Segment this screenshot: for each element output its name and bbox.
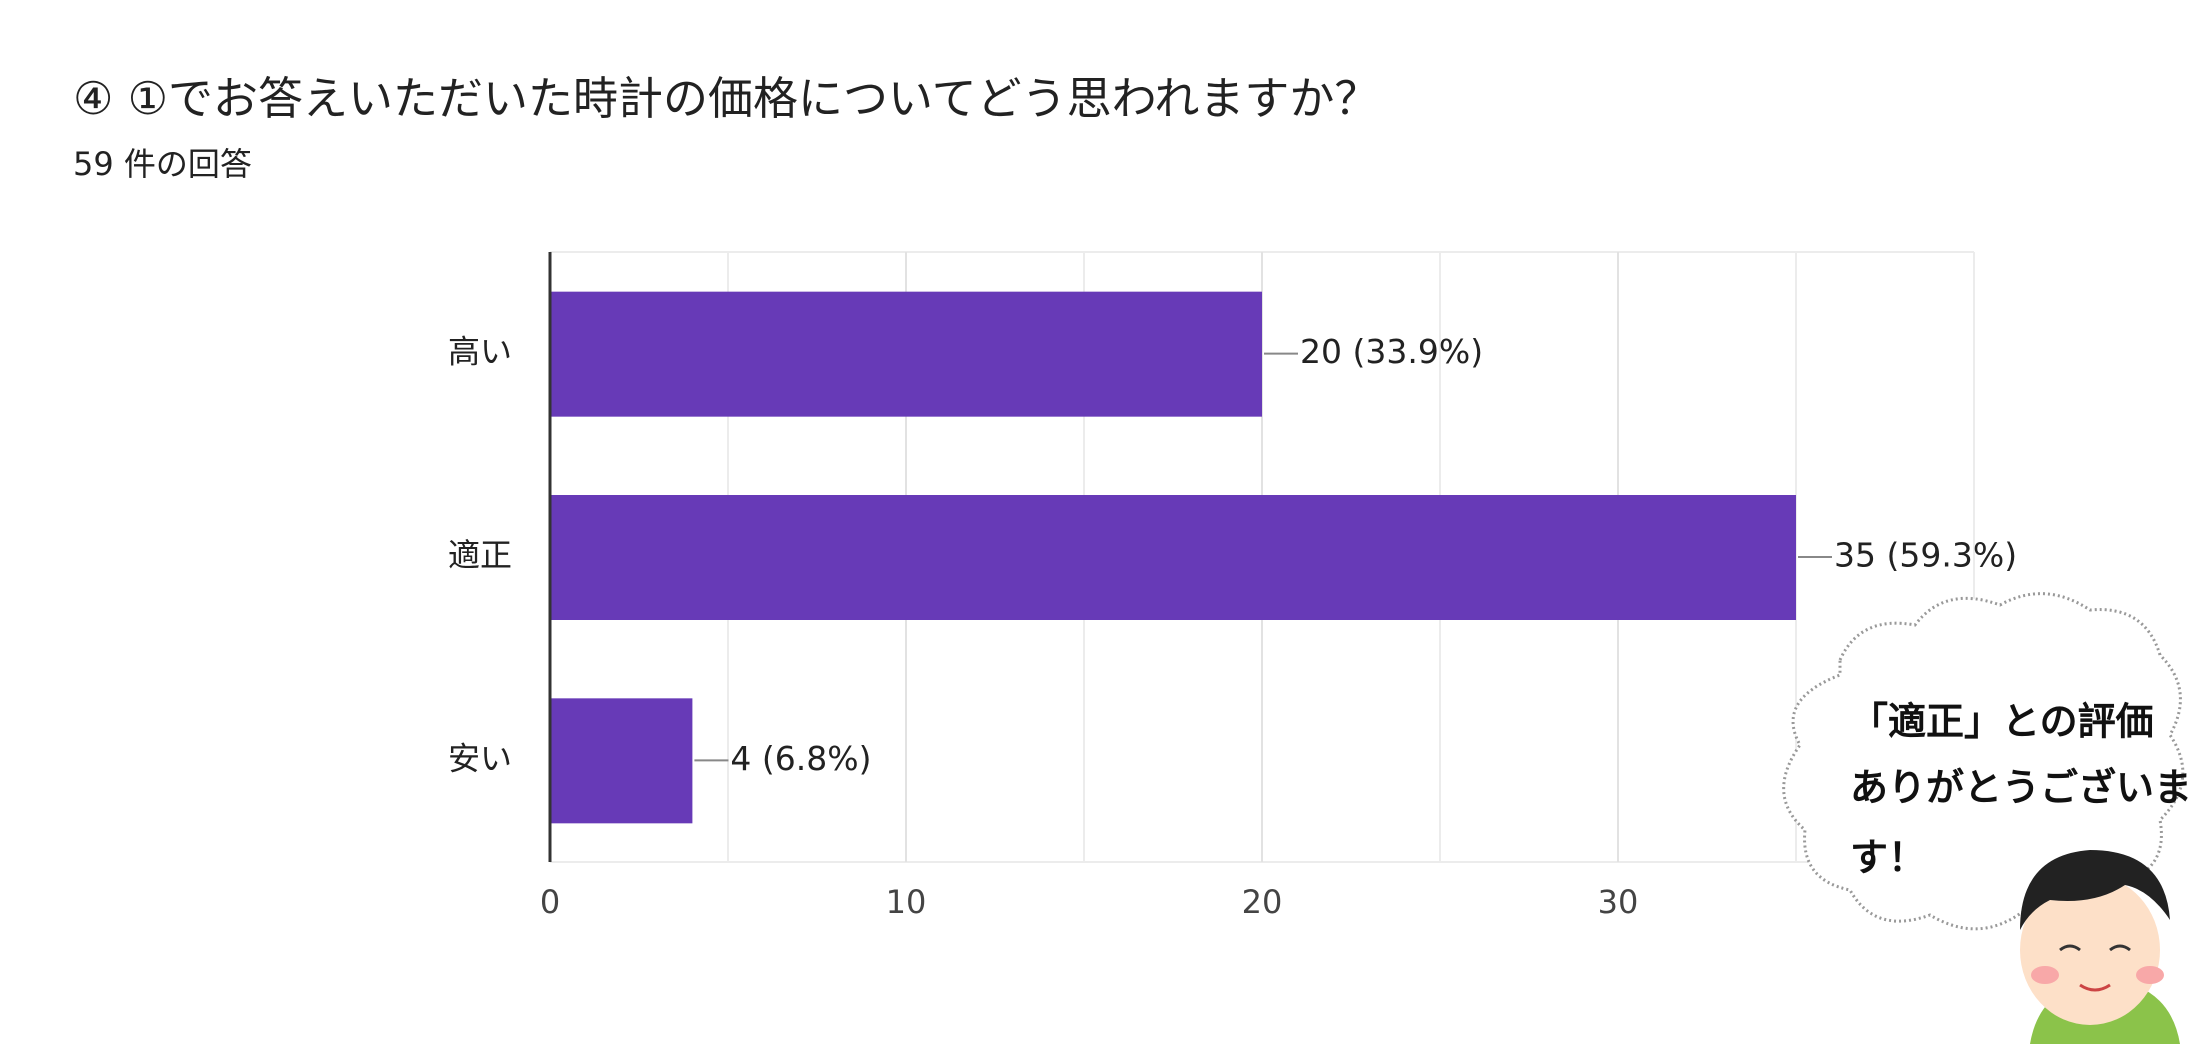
value-label: 4 (6.8%) <box>730 739 871 778</box>
x-tick-label: 30 <box>1598 883 1639 921</box>
y-tick-label: 高い <box>448 333 512 371</box>
annotation-line: ありがとうございま <box>1850 766 2192 810</box>
x-tick-label: 10 <box>886 883 927 921</box>
bar <box>550 698 693 824</box>
y-tick-label: 適正 <box>448 536 512 574</box>
value-label: 35 (59.3%) <box>1834 536 2017 575</box>
value-label: 20 (33.9%) <box>1300 332 1483 371</box>
bar <box>550 495 1796 620</box>
y-tick-label: 安い <box>448 739 512 777</box>
character <box>2020 850 2180 1044</box>
chart-title: ④ ①でお答えいただいた時計の価格についてどう思われますか？ <box>73 72 1379 125</box>
x-tick-label: 20 <box>1242 883 1283 921</box>
annotation-line: す！ <box>1850 836 1926 880</box>
annotation-line: 「適正」との評価 <box>1850 700 2154 744</box>
chart-subtitle: 59 件の回答 <box>73 145 252 183</box>
x-tick-label: 0 <box>540 883 560 921</box>
bar <box>550 291 1262 417</box>
